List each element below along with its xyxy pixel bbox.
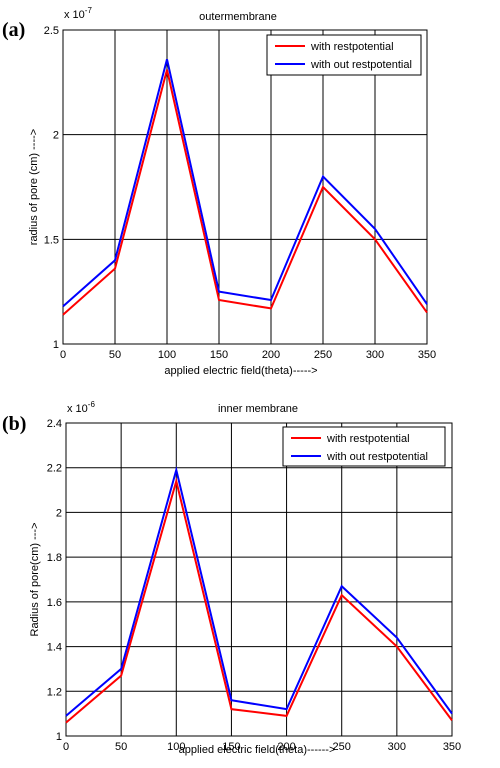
series-line-without-restpotential <box>65 465 453 717</box>
x-tick-label: 100 <box>167 741 185 753</box>
y-tick-label: 2 <box>56 507 62 519</box>
x-tick-label: 200 <box>277 741 295 753</box>
x-tick-label: 200 <box>262 349 280 361</box>
legend-entry-label: with restpotential <box>326 433 410 445</box>
x-axis-label: applied electric field(theta)------> <box>179 744 336 756</box>
x-axis-label: applied electric field(theta)-----> <box>164 365 317 377</box>
plot-area <box>63 30 427 344</box>
y-tick-label: 2 <box>53 130 59 142</box>
chart-title: outermembrane <box>199 11 277 23</box>
plot-area <box>66 423 452 736</box>
x-tick-label: 150 <box>222 741 240 753</box>
y-tick-label: 1.4 <box>47 642 62 654</box>
x-tick-label: 250 <box>333 741 351 753</box>
legend: with restpotential with out restpotential <box>266 34 422 76</box>
x-tick-label: 300 <box>366 349 384 361</box>
y-exponent-label: x 10-6 <box>67 400 95 415</box>
y-tick-label: 1 <box>53 339 59 351</box>
chart-panel-a: (a) 0 50 100 150 200 250 300 350 1 1.5 2 2.5 x 10-7 ou… <box>2 6 436 377</box>
x-tick-label: 0 <box>63 741 69 753</box>
x-tick-label: 300 <box>388 741 406 753</box>
series-line-with-restpotential <box>62 69 428 316</box>
x-tick-label: 350 <box>418 349 436 361</box>
y-exponent-label: x 10-7 <box>64 6 92 21</box>
y-axis-label: radius of pore (cm) ----> <box>28 129 40 245</box>
legend-entry-label: with out restpotential <box>326 451 428 463</box>
x-tick-label: 150 <box>210 349 228 361</box>
axes-box <box>65 422 453 737</box>
legend-entry-label: with out restpotential <box>310 59 412 71</box>
y-tick-label: 1.6 <box>47 597 62 609</box>
x-tick-label: 50 <box>115 741 127 753</box>
y-axis-label: Radius of pore(cm) ---> <box>29 522 41 636</box>
series-line-with-restpotential <box>65 477 453 724</box>
y-tick-label: 2.4 <box>47 418 62 430</box>
y-tick-label: 2.2 <box>47 463 62 475</box>
series-line-without-restpotential <box>62 59 428 308</box>
chart-title: inner membrane <box>218 403 298 415</box>
x-tick-label: 50 <box>109 349 121 361</box>
axes-box <box>62 29 428 345</box>
y-tick-label: 1.8 <box>47 552 62 564</box>
y-tick-label: 1 <box>56 731 62 743</box>
legend-box <box>266 34 422 76</box>
y-tick-label: 2.5 <box>44 25 59 37</box>
chart-panel-b: (b) 0 50 100 150 200 250 300 350 1 1.2 1.4 1.6 1.8 2 2.… <box>2 400 461 756</box>
legend: with restpotential with out restpotential <box>282 426 446 467</box>
x-tick-label: 0 <box>60 349 66 361</box>
y-tick-label: 1.2 <box>47 686 62 698</box>
panel-label: (b) <box>2 413 26 435</box>
legend-entry-label: with restpotential <box>310 41 394 53</box>
y-tick-label: 1.5 <box>44 234 59 246</box>
x-tick-label: 350 <box>443 741 461 753</box>
legend-box <box>282 426 446 467</box>
x-tick-label: 250 <box>314 349 332 361</box>
panel-label: (a) <box>2 19 25 41</box>
x-tick-label: 100 <box>158 349 176 361</box>
